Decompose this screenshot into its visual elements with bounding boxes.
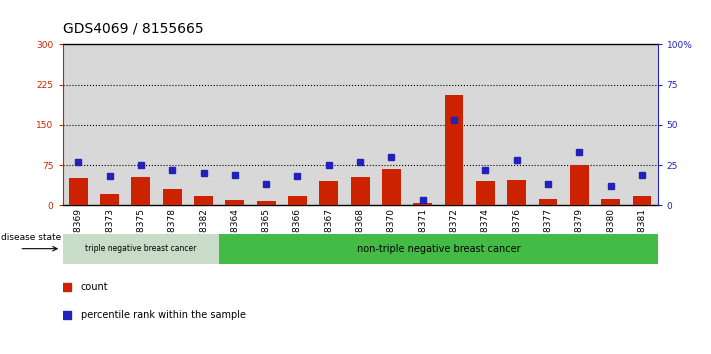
Bar [533, 44, 564, 205]
Bar [63, 234, 219, 264]
Bar [633, 196, 651, 205]
Bar [470, 44, 501, 205]
Text: GDS4069 / 8155665: GDS4069 / 8155665 [63, 21, 203, 35]
Bar [570, 165, 589, 205]
Bar [626, 44, 658, 205]
Bar [602, 199, 620, 205]
Bar [63, 44, 94, 205]
Bar [219, 44, 250, 205]
Bar [188, 44, 219, 205]
Bar [508, 179, 526, 205]
Bar [382, 169, 401, 205]
Bar [94, 44, 125, 205]
Bar [100, 194, 119, 205]
Bar [194, 196, 213, 205]
Bar [125, 44, 156, 205]
Bar [376, 44, 407, 205]
Bar [539, 199, 557, 205]
Bar [319, 181, 338, 205]
Bar [156, 44, 188, 205]
Bar [225, 200, 245, 205]
Bar [407, 44, 439, 205]
Bar [250, 44, 282, 205]
Bar [444, 95, 464, 205]
Bar [257, 201, 276, 205]
Bar [595, 44, 626, 205]
Bar [501, 44, 533, 205]
Text: non-triple negative breast cancer: non-triple negative breast cancer [357, 244, 520, 254]
Bar [413, 202, 432, 205]
Bar [439, 44, 470, 205]
Bar [69, 178, 87, 205]
Bar [219, 234, 658, 264]
Bar [476, 181, 495, 205]
Bar [288, 196, 307, 205]
Bar [344, 44, 376, 205]
Bar [132, 177, 150, 205]
Bar [282, 44, 313, 205]
Bar [564, 44, 595, 205]
Bar [313, 44, 344, 205]
Text: percentile rank within the sample: percentile rank within the sample [80, 309, 245, 320]
Bar [351, 177, 370, 205]
Text: disease state: disease state [1, 233, 62, 242]
Text: count: count [80, 282, 108, 292]
Bar [163, 189, 181, 205]
Text: triple negative breast cancer: triple negative breast cancer [85, 244, 196, 253]
